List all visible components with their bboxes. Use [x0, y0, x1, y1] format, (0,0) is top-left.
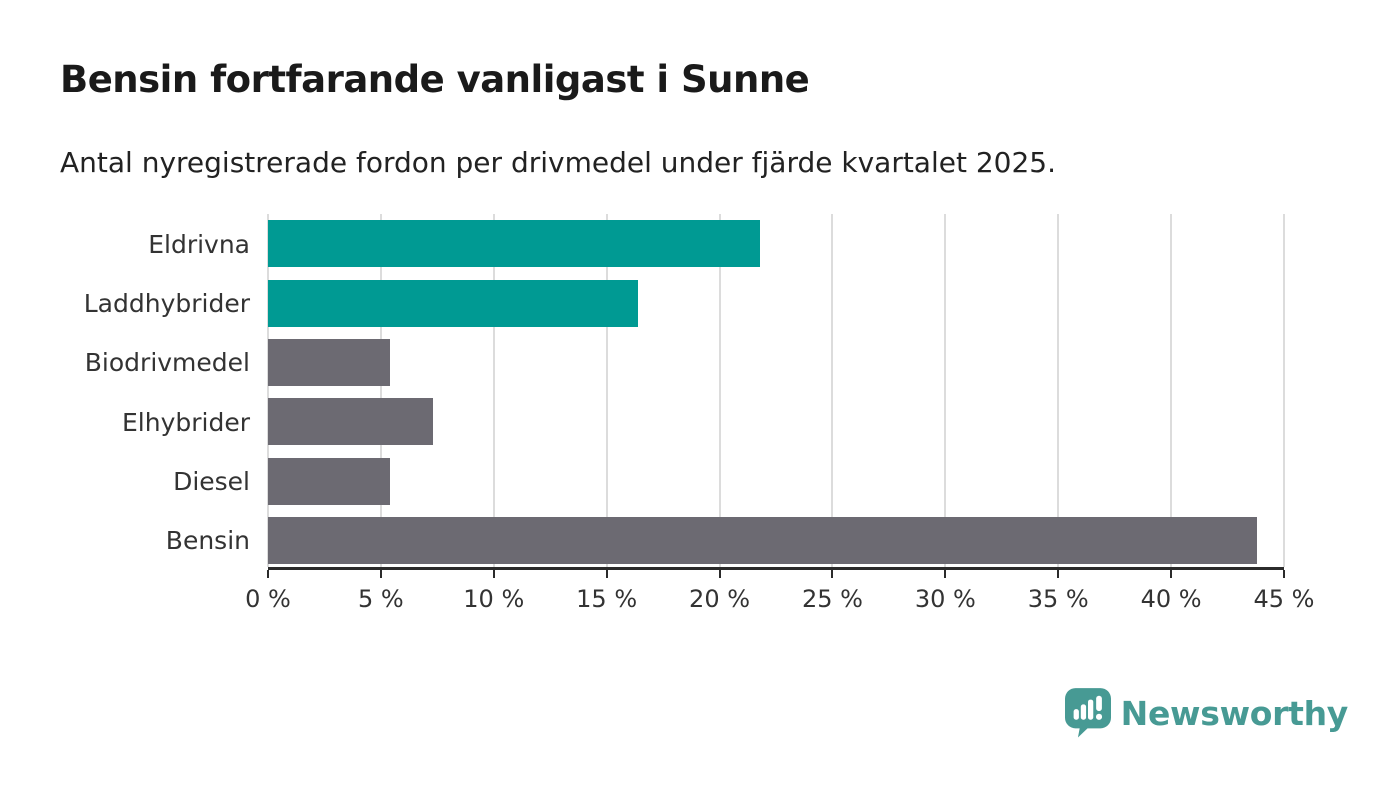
- plot-area: [267, 214, 1285, 578]
- chart-title: Bensin fortfarande vanligast i Sunne: [60, 58, 810, 101]
- gridline-30: [944, 214, 947, 567]
- category-label-biodrivmedel: Biodrivmedel: [84, 348, 250, 378]
- tick-label-10: 10 %: [463, 585, 525, 613]
- newsworthy-logo-text: Newsworthy: [1120, 693, 1349, 733]
- axis-tick-45: [1283, 570, 1285, 578]
- bar-eldrivna: [268, 220, 761, 268]
- axis-tick-0: [267, 570, 269, 578]
- axis-tick-5: [379, 570, 382, 578]
- chart-subtitle: Antal nyregistrerade fordon per drivmede…: [60, 146, 1057, 179]
- category-label-eldrivna: Eldrivna: [148, 229, 250, 259]
- gridline-0: [267, 214, 269, 567]
- tick-label-40: 40 %: [1140, 585, 1202, 613]
- tick-label-0: 0 %: [245, 585, 291, 613]
- gridline-25: [831, 214, 834, 567]
- bar-diesel: [268, 457, 390, 505]
- gridline-40: [1170, 214, 1173, 567]
- gridline-35: [1057, 214, 1060, 567]
- category-label-bensin: Bensin: [165, 526, 250, 556]
- category-label-diesel: Diesel: [173, 467, 250, 496]
- bar-biodrivmedel: [268, 338, 390, 386]
- bar-laddhybrider: [268, 279, 639, 327]
- tick-label-15: 15 %: [576, 585, 638, 613]
- axis-tick-10: [492, 570, 495, 578]
- axis-tick-15: [605, 570, 608, 578]
- tick-label-35: 35 %: [1027, 585, 1089, 613]
- tick-label-45: 45 %: [1253, 585, 1315, 613]
- gridline-15: [605, 214, 608, 567]
- y-axis-category-labels: Eldrivna Laddhybrider Biodrivmedel Elhybrid…: [0, 214, 250, 570]
- bar-bensin: [268, 516, 1257, 564]
- gridline-5: [379, 214, 382, 567]
- x-axis-tick-labels: 0 % 5 % 10 % 15 % 20 % 25 % 30 % 35 % 40 % 45 %: [245, 585, 1314, 619]
- axis-tick-25: [831, 570, 834, 578]
- gridline-20: [718, 214, 721, 567]
- tick-label-30: 30 %: [914, 585, 976, 613]
- tick-label-5: 5 %: [358, 585, 404, 613]
- tick-label-25: 25 %: [801, 585, 863, 613]
- category-label-laddhybrider: Laddhybrider: [83, 289, 250, 318]
- newsworthy-logo: Newsworthy: [1064, 688, 1349, 738]
- tick-label-20: 20 %: [689, 585, 751, 613]
- category-label-elhybrider: Elhybrider: [121, 407, 250, 437]
- axis-tick-35: [1057, 570, 1060, 578]
- axis-tick-30: [944, 570, 947, 578]
- newsworthy-logo-icon: [1064, 688, 1111, 738]
- bar-elhybrider: [268, 398, 433, 446]
- gridline-10: [492, 214, 495, 567]
- gridline-45: [1283, 214, 1285, 567]
- axis-tick-20: [718, 570, 721, 578]
- axis-tick-40: [1170, 570, 1173, 578]
